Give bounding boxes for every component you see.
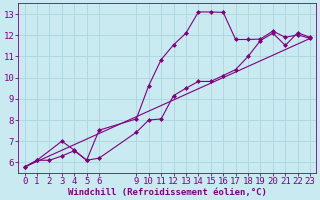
X-axis label: Windchill (Refroidissement éolien,°C): Windchill (Refroidissement éolien,°C) — [68, 188, 267, 197]
